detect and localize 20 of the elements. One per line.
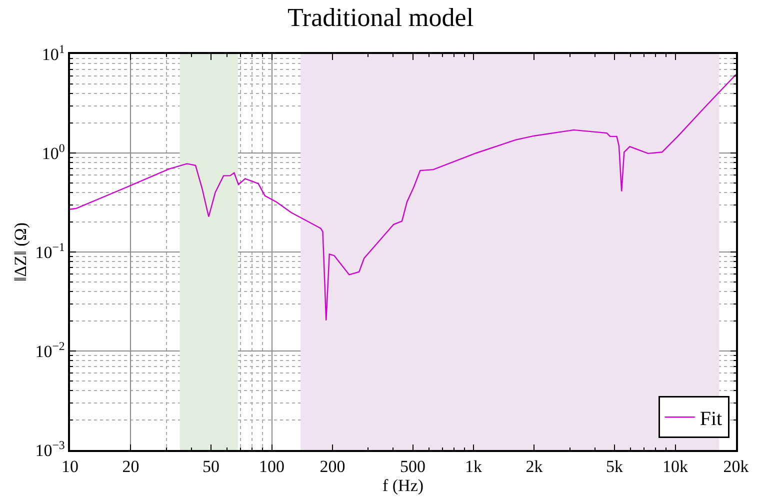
legend-label: Fit: [700, 408, 723, 430]
y-tick-label: 10$^{1}$: [42, 42, 65, 64]
x-tick-label: 20: [122, 457, 140, 476]
y-axis-title: ‖ΔZ‖ (Ω): [11, 222, 30, 282]
y-tick-label: 10$^{0}$: [42, 140, 65, 163]
x-tick-label: 2k: [526, 457, 544, 476]
x-tick-label: 200: [320, 457, 346, 476]
y-tick-label: 10$^{−1}$: [35, 240, 65, 262]
x-tick-label: 500: [400, 457, 426, 476]
x-tick-label: 10k: [662, 457, 689, 476]
x-tick-label: 50: [202, 457, 220, 476]
x-tick-label: 20k: [723, 457, 750, 476]
chart-title: Traditional model: [287, 2, 474, 32]
x-tick-label: 10: [62, 457, 78, 476]
x-tick-label: 100: [259, 457, 285, 476]
x-tick-label: 1k: [465, 457, 483, 476]
x-tick-label: 5k: [606, 457, 624, 476]
y-tick-label: 10$^{−2}$: [35, 338, 65, 361]
x-axis-title: f (Hz): [382, 476, 424, 496]
y-tick-label: 10$^{−3}$: [35, 438, 65, 460]
